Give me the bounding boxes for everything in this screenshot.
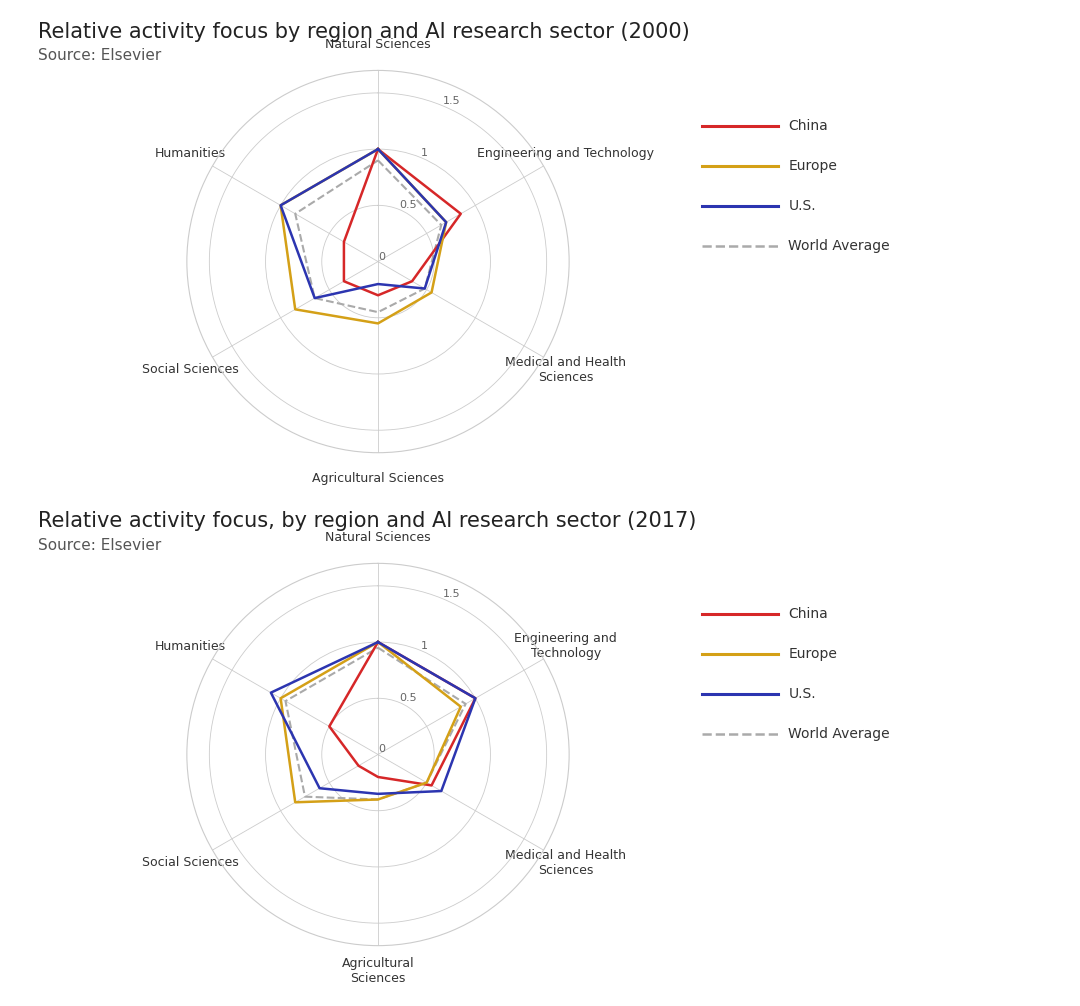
Text: Source: Elsevier: Source: Elsevier — [38, 48, 161, 63]
Text: Source: Elsevier: Source: Elsevier — [38, 538, 161, 553]
Text: World Average: World Average — [788, 239, 890, 254]
Text: Europe: Europe — [788, 647, 837, 661]
Text: World Average: World Average — [788, 727, 890, 741]
Text: Relative activity focus, by region and AI research sector (2017): Relative activity focus, by region and A… — [38, 511, 697, 531]
Text: China: China — [788, 119, 828, 133]
Text: Europe: Europe — [788, 159, 837, 173]
Text: U.S.: U.S. — [788, 687, 816, 701]
Text: China: China — [788, 607, 828, 621]
Text: U.S.: U.S. — [788, 199, 816, 213]
Text: Relative activity focus by region and AI research sector (2000): Relative activity focus by region and AI… — [38, 22, 689, 42]
